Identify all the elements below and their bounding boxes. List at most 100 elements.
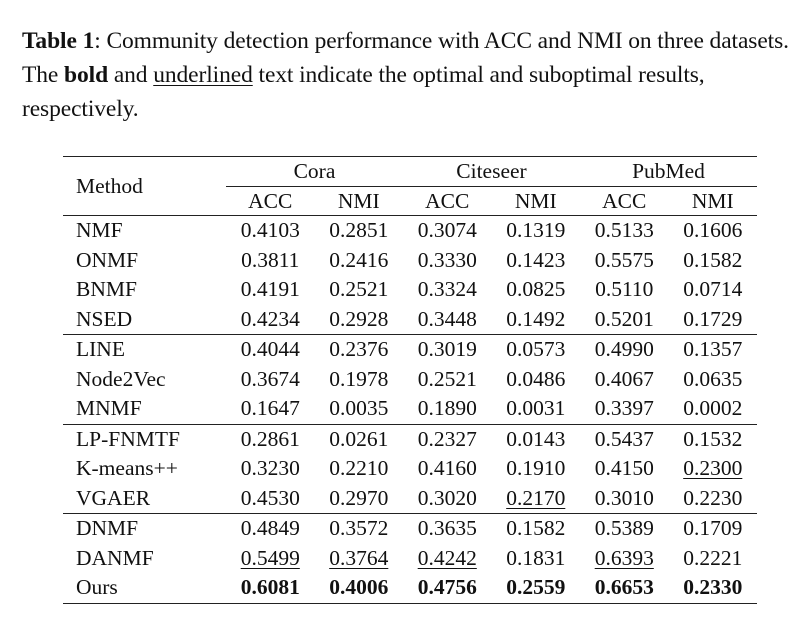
- metric-value-cell: 0.0486: [492, 365, 581, 395]
- metric-value-cell: 0.0635: [669, 365, 758, 395]
- caption-text-3: text indicate the optimal and suboptimal…: [22, 62, 705, 122]
- metric-value: 0.2559: [506, 575, 566, 600]
- metric-value-cell: 0.5201: [580, 305, 669, 335]
- metric-value: 0.1357: [683, 337, 743, 362]
- method-name-cell: BNMF: [76, 277, 137, 302]
- metric-value: 0.5499: [240, 545, 300, 570]
- dataset-header-citeseer: Citeseer: [403, 156, 580, 187]
- method-name-cell: MNMF: [76, 396, 142, 421]
- metric-value: 0.2521: [417, 366, 477, 391]
- metric-value: 0.3811: [241, 247, 300, 272]
- metric-value-cell: 0.3020: [403, 484, 492, 514]
- metric-value-cell: 0.4234: [226, 305, 315, 335]
- metric-value-cell: 0.6081: [226, 573, 315, 604]
- metric-value-cell: 0.4530: [226, 484, 315, 514]
- metric-value-cell: 0.2170: [492, 484, 581, 514]
- metric-value: 0.5201: [594, 306, 654, 331]
- metric-value: 0.1647: [240, 396, 300, 421]
- metric-value-cell: 0.2521: [315, 275, 404, 305]
- metric-value-cell: 0.0261: [314, 423, 403, 454]
- metric-value-cell: 0.4150: [580, 454, 669, 484]
- metric-value: 0.5437: [594, 426, 654, 451]
- metric-value: 0.4530: [240, 485, 300, 510]
- metric-header: NMI: [514, 188, 557, 213]
- metric-value: 0.2928: [329, 306, 389, 331]
- caption-label: Table 1: [22, 28, 95, 54]
- metric-value: 0.1582: [683, 247, 743, 272]
- metric-value-cell: 0.3019: [403, 334, 492, 365]
- metric-value-cell: 0.2300: [669, 454, 758, 484]
- metric-value-cell: 0.2230: [669, 484, 758, 514]
- metric-value-cell: 0.0573: [491, 334, 580, 365]
- metric-value: 0.1729: [683, 306, 743, 331]
- metric-header: ACC: [425, 188, 470, 213]
- metric-value-cell: 0.3635: [403, 513, 492, 544]
- metric-value-cell: 0.0143: [491, 423, 580, 454]
- metric-value: 0.4160: [417, 456, 477, 481]
- metric-value: 0.1423: [506, 247, 566, 272]
- metric-value-cell: 0.2327: [403, 423, 492, 454]
- method-name-cell: K-means++: [76, 456, 178, 481]
- table-caption: Table 1: Community detection performance…: [22, 24, 792, 126]
- table-row: BNMF 0.4191 0.2521 0.3324 0.0825 0.5110 0.0714: [63, 275, 757, 305]
- metric-value: 0.3572: [329, 516, 389, 541]
- metric-value: 0.4044: [240, 337, 300, 362]
- metric-value-cell: 0.1423: [492, 246, 581, 276]
- metric-value: 0.4191: [240, 277, 300, 302]
- method-name-cell: Ours: [63, 573, 226, 604]
- metric-value-cell: 0.2851: [314, 215, 403, 246]
- metric-value: 0.5389: [594, 516, 654, 541]
- metric-value-cell: 0.3010: [580, 484, 669, 514]
- method-name-cell: DANMF: [76, 545, 154, 570]
- metric-value: 0.1831: [506, 545, 566, 570]
- metric-value: 0.4849: [240, 516, 300, 541]
- metric-value: 0.0002: [683, 396, 743, 421]
- metric-value-cell: 0.1492: [492, 305, 581, 335]
- metric-value: 0.6393: [594, 545, 654, 570]
- method-name-cell: NMF: [63, 215, 226, 246]
- metric-value: 0.0261: [329, 426, 389, 451]
- metric-value: 0.3010: [594, 485, 654, 510]
- method-name-cell: Node2Vec: [76, 366, 166, 391]
- metric-value-cell: 0.1582: [491, 513, 580, 544]
- metric-value: 0.2230: [683, 485, 743, 510]
- metric-value: 0.2210: [329, 456, 389, 481]
- metric-value-cell: 0.2928: [315, 305, 404, 335]
- metric-value-cell: 0.0002: [669, 394, 758, 424]
- metric-value-cell: 0.4103: [226, 215, 315, 246]
- metric-value-cell: 0.4067: [580, 365, 669, 395]
- metric-value-cell: 0.4006: [314, 573, 403, 604]
- method-name-cell: NSED: [76, 306, 133, 331]
- metric-value: 0.6653: [594, 575, 654, 600]
- method-name-cell: DNMF: [63, 513, 226, 544]
- metric-value-cell: 0.5575: [580, 246, 669, 276]
- metric-value: 0.3674: [240, 366, 300, 391]
- table-body: NMF 0.4103 0.2851 0.3074 0.1319 0.5133 0.1606 O…: [63, 215, 758, 604]
- method-name-cell: LINE: [63, 334, 226, 365]
- metric-value-cell: 0.1709: [668, 513, 757, 544]
- metric-value: 0.2327: [417, 426, 477, 451]
- metric-value: 0.2416: [329, 247, 389, 272]
- metric-value-cell: 0.5499: [226, 544, 315, 574]
- metric-value-cell: 0.2861: [226, 423, 315, 454]
- metric-value: 0.2861: [240, 426, 300, 451]
- metric-value: 0.3019: [417, 337, 477, 362]
- metric-value: 0.3635: [417, 516, 477, 541]
- dataset-header-cora: Cora: [226, 156, 403, 187]
- metric-value: 0.2221: [683, 545, 743, 570]
- metric-value-cell: 0.0714: [669, 275, 758, 305]
- table-row: LP-FNMTF 0.2861 0.0261 0.2327 0.0143 0.5437 0.…: [63, 423, 757, 454]
- metric-value-cell: 0.3448: [403, 305, 492, 335]
- metric-value: 0.2330: [683, 575, 743, 600]
- metric-value: 0.6081: [240, 575, 300, 600]
- metric-value-cell: 0.4756: [403, 573, 492, 604]
- metric-header: ACC: [248, 188, 293, 213]
- table-row: K-means++ 0.3230 0.2210 0.4160 0.1910 0.4150 0…: [63, 454, 757, 484]
- table-row: MNMF 0.1647 0.0035 0.1890 0.0031 0.3397 0.0002: [63, 394, 757, 424]
- metric-value: 0.4103: [240, 218, 300, 243]
- metric-value-cell: 0.6653: [580, 573, 669, 604]
- table-row: LINE 0.4044 0.2376 0.3019 0.0573 0.4990 0.1357: [63, 334, 757, 365]
- metric-value: 0.2300: [683, 456, 743, 481]
- metric-value-cell: 0.1582: [669, 246, 758, 276]
- metric-value-cell: 0.2970: [315, 484, 404, 514]
